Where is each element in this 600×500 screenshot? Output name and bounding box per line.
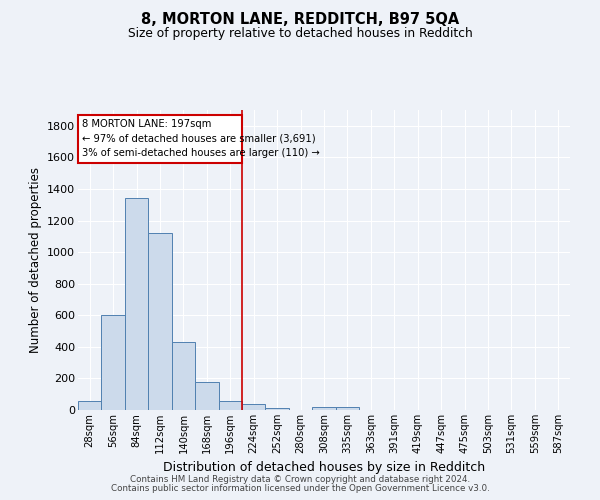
Bar: [242, 404, 265, 410]
Y-axis label: Number of detached properties: Number of detached properties: [29, 167, 41, 353]
Bar: [148, 233, 172, 410]
Bar: [78, 114, 242, 163]
Bar: [265, 408, 289, 410]
Bar: [195, 382, 218, 410]
Bar: [336, 407, 359, 410]
Bar: [78, 400, 101, 410]
Text: Size of property relative to detached houses in Redditch: Size of property relative to detached ho…: [128, 28, 472, 40]
Bar: [218, 400, 242, 410]
Text: 8 MORTON LANE: 197sqm
← 97% of detached houses are smaller (3,691)
3% of semi-de: 8 MORTON LANE: 197sqm ← 97% of detached …: [82, 120, 319, 158]
Bar: [101, 316, 125, 410]
Bar: [172, 342, 195, 410]
X-axis label: Distribution of detached houses by size in Redditch: Distribution of detached houses by size …: [163, 462, 485, 474]
Text: 8, MORTON LANE, REDDITCH, B97 5QA: 8, MORTON LANE, REDDITCH, B97 5QA: [141, 12, 459, 28]
Bar: [125, 198, 148, 410]
Text: Contains HM Land Registry data © Crown copyright and database right 2024.: Contains HM Land Registry data © Crown c…: [130, 475, 470, 484]
Text: Contains public sector information licensed under the Open Government Licence v3: Contains public sector information licen…: [110, 484, 490, 493]
Bar: [312, 407, 336, 410]
